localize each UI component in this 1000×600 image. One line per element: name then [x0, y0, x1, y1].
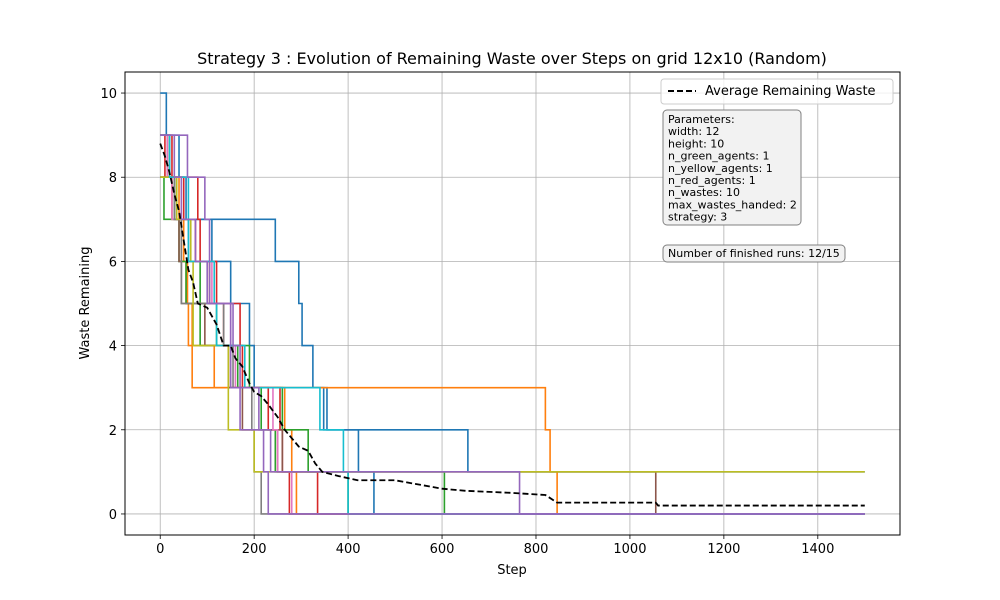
run-series-lines: [160, 92, 865, 515]
y-axis-ticks: 0 2 4 6 8 10: [100, 87, 125, 523]
plot-frame: [124, 71, 901, 536]
chart-title: Strategy 3 : Evolution of Remaining Wast…: [197, 49, 827, 68]
x-tick-label-1: 200: [242, 542, 267, 557]
finished-runs-frame: [662, 244, 846, 263]
run-series-line-11: [160, 176, 865, 473]
run-series-line-1: [160, 134, 865, 515]
parameter-line-5: n_red_agents: 1: [668, 174, 756, 187]
y-tick-label-1: 2: [109, 424, 117, 439]
average-series-line: [159, 143, 865, 507]
y-tick-label-4: 8: [109, 171, 117, 186]
grid: [125, 72, 900, 535]
x-tick-label-7: 1400: [801, 542, 834, 557]
x-axis-ticks: 0 200 400 600 800 1000 1200 1400: [156, 535, 834, 557]
x-tick-label-0: 0: [156, 542, 164, 557]
y-tick-label-2: 4: [109, 340, 117, 355]
legend-average-label: Average Remaining Waste: [705, 84, 876, 99]
y-tick-label-3: 6: [109, 255, 117, 270]
average-remaining-waste-line: [159, 143, 865, 507]
parameter-line-0: Parameters:: [668, 113, 735, 126]
x-tick-label-2: 400: [336, 542, 361, 557]
x-tick-label-5: 1000: [613, 542, 646, 557]
x-tick-label-6: 1200: [707, 542, 740, 557]
x-tick-label-4: 800: [524, 542, 549, 557]
y-tick-label-0: 0: [109, 508, 117, 523]
parameter-line-2: height: 10: [668, 137, 724, 150]
parameter-line-6: n_wastes: 10: [668, 186, 740, 199]
x-tick-label-3: 600: [430, 542, 455, 557]
run-series-line-13: [160, 134, 865, 515]
x-axis-label: Step: [497, 563, 527, 578]
y-axis-label: Waste Remaining: [78, 246, 93, 359]
legend: Average Remaining Waste: [660, 78, 894, 105]
parameter-line-7: max_wastes_handed: 2: [668, 198, 797, 211]
legend-box: [660, 78, 894, 105]
finished-runs-box: Number of finished runs: 12/15: [662, 244, 846, 263]
finished-runs-text: Number of finished runs: 12/15: [668, 247, 840, 260]
parameter-line-8: strategy: 3: [668, 211, 727, 224]
parameters-box-frame: [662, 109, 802, 226]
parameter-line-4: n_yellow_agents: 1: [668, 162, 773, 175]
y-tick-label-5: 10: [100, 87, 117, 102]
run-series-line-14: [160, 134, 865, 515]
parameter-line-3: n_green_agents: 1: [668, 150, 769, 163]
parameter-line-1: width: 12: [668, 125, 720, 138]
